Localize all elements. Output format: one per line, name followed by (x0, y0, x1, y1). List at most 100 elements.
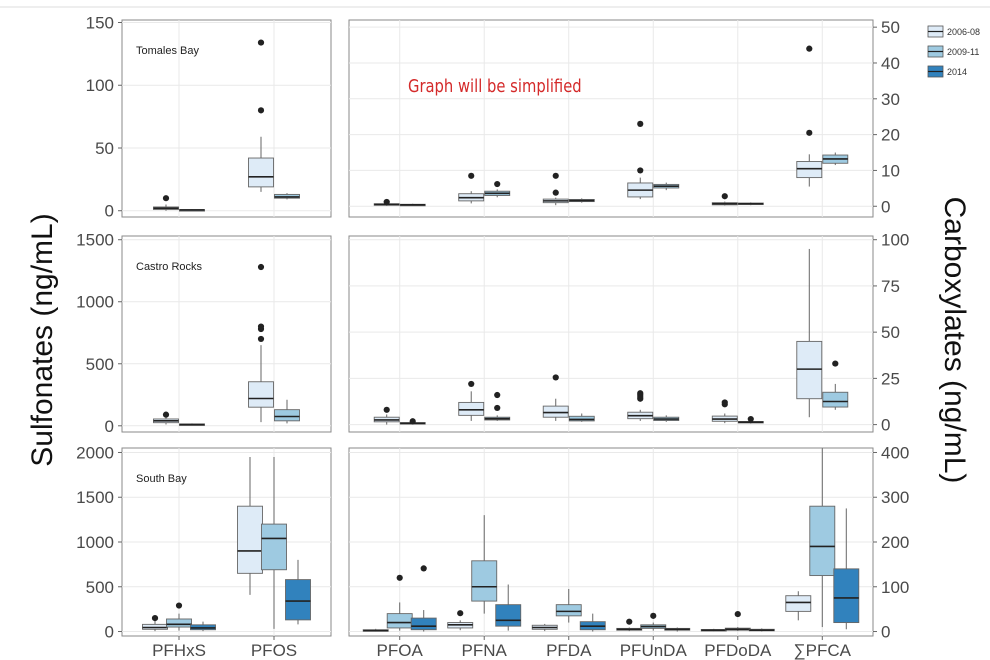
box-group-pfca (796, 45, 849, 187)
y-tick-label-right: 30 (881, 90, 900, 109)
outlier-point (747, 415, 754, 423)
outlier-point (721, 193, 728, 200)
box-2009-11 (809, 505, 836, 577)
outlier-point (650, 612, 657, 619)
box-group-pfda (542, 374, 595, 422)
box-2006-08 (542, 405, 569, 418)
panel-label: Castro Rocks (136, 261, 203, 273)
x-tick-label: PFHxS (152, 641, 206, 660)
outlier-point (257, 323, 265, 330)
outlier-point (806, 45, 813, 52)
panel-row-2: 0 500 1000 1500 0 25 50 75 100 Castro Rocks (76, 231, 909, 436)
box-group-pfunda (627, 390, 680, 422)
y-tick-label-right: 100 (881, 231, 909, 250)
outlier-point (396, 574, 403, 581)
outlier-point (420, 565, 427, 572)
box-group-pfna (458, 380, 511, 421)
y-tick-label-right: 300 (881, 488, 909, 507)
outlier-point (383, 406, 390, 413)
y-tick-label-left: 100 (86, 76, 114, 95)
box-group-pfda (542, 172, 595, 206)
y-tick-label-left: 0 (105, 623, 114, 642)
box-group-pfoa (373, 406, 426, 425)
box-group-pfunda (627, 120, 680, 200)
box-2014 (495, 604, 522, 627)
y-tick-label-left: 1000 (76, 533, 114, 552)
outlier-point (806, 129, 813, 136)
y-tick-label-left: 150 (86, 14, 114, 33)
y-tick-label-left: 1500 (76, 231, 114, 250)
box-2009-11 (822, 391, 849, 408)
outlier-point (175, 602, 183, 609)
legend-item: 2014 (927, 65, 967, 78)
outlier-point (257, 263, 265, 271)
outlier-point (151, 614, 159, 622)
y-tick-label-right: 10 (881, 161, 900, 180)
panel-right (348, 19, 874, 218)
box-group-pfos (248, 263, 300, 424)
outlier-point (637, 167, 644, 174)
y-tick-label-left: 0 (105, 202, 114, 221)
y-axis-title-right: Carboxylates (ng/mL) (938, 197, 971, 484)
box-group-pfunda (616, 612, 691, 632)
box-group-pfna (458, 172, 511, 204)
outlier-point (383, 198, 390, 206)
y-tick-label-left: 500 (86, 578, 114, 597)
x-tick-label: PFOS (251, 641, 297, 660)
box-2009-11 (568, 415, 595, 422)
outlier-point (494, 404, 501, 412)
box-group-pfdoda (700, 610, 775, 632)
outlier-point (637, 390, 644, 397)
box-group-pfna (447, 515, 522, 631)
outlier-point (494, 391, 501, 399)
outlier-point (468, 172, 475, 179)
box-group-pfos (237, 456, 311, 629)
box-group-pfca (796, 248, 849, 418)
y-tick-label-left: 1500 (76, 488, 114, 507)
y-tick-label-right: 40 (881, 54, 900, 73)
box-2006-08 (248, 157, 274, 188)
outlier-point (162, 195, 170, 202)
box-group-pfos (248, 39, 300, 200)
x-tick-label: PFNA (462, 641, 508, 660)
box-2009-11 (471, 560, 498, 602)
box-2014 (285, 579, 311, 621)
box-2014 (833, 568, 860, 624)
legend-label: 2009-11 (947, 47, 979, 57)
y-tick-label-right: 50 (881, 323, 900, 342)
box-2009-11 (166, 618, 192, 628)
box-group-pfoa (373, 198, 426, 207)
panel-label: Tomales Bay (136, 45, 199, 57)
x-tick-label: ∑PFCA (794, 641, 852, 660)
outlier-point (162, 411, 170, 418)
y-tick-label-right: 100 (881, 578, 909, 597)
box-group-pfhxs (153, 195, 205, 212)
legend: 2006-08 2009-11 2014 (927, 25, 980, 78)
y-tick-label-right: 0 (881, 623, 890, 642)
outlier-point (721, 399, 728, 406)
box-2006-08 (785, 595, 812, 612)
panel-label: South Bay (136, 473, 187, 485)
outlier-point (257, 39, 265, 46)
box-2009-11 (386, 613, 413, 629)
x-tick-label: PFUnDA (620, 641, 688, 660)
panel-row-1: 0 50 100 150 0 10 20 30 40 50 Tomales Bay (86, 14, 900, 221)
box-2006-08 (796, 340, 823, 400)
box-2009-11 (555, 604, 582, 617)
box-group-pfdoda (711, 193, 764, 206)
box-2009-11 (274, 409, 300, 422)
legend-item: 2006-08 (927, 25, 980, 38)
x-tick-label: PFDoDA (704, 641, 772, 660)
outlier-point (468, 380, 475, 388)
outlier-point (457, 610, 464, 617)
y-tick-label-right: 200 (881, 533, 909, 552)
box-group-pfhxs (153, 411, 205, 426)
y-tick-label-right: 0 (881, 416, 890, 435)
y-tick-label-left: 50 (95, 139, 114, 158)
legend-label: 2006-08 (947, 27, 980, 37)
outlier-point (734, 610, 741, 618)
outlier-point (409, 418, 416, 425)
box-group-pfhxs (142, 602, 216, 632)
y-tick-label-right: 0 (881, 197, 890, 216)
